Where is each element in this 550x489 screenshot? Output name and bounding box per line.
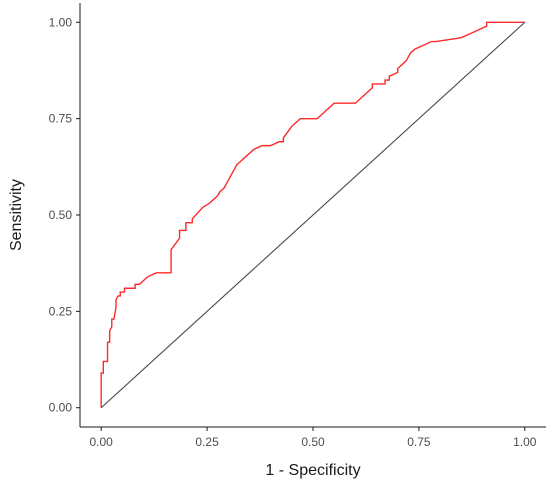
y-ticks: 0.00 0.25 0.50 0.75 1.00 <box>49 15 80 415</box>
x-tick-label: 0.00 <box>90 435 114 449</box>
y-tick-label: 0.25 <box>49 304 73 318</box>
reference-diagonal-line <box>100 21 526 409</box>
x-tick-label: 0.75 <box>407 435 431 449</box>
x-tick-label: 0.25 <box>195 435 219 449</box>
x-axis-title: 1 - Specificity <box>265 462 360 479</box>
x-ticks: 0.00 0.25 0.50 0.75 1.00 <box>90 427 537 449</box>
x-tick-label: 1.00 <box>513 435 537 449</box>
y-tick-label: 0.00 <box>49 401 73 415</box>
y-tick-label: 0.75 <box>49 112 73 126</box>
y-axis-title: Sensitivity <box>8 179 25 251</box>
series-layer <box>100 21 526 409</box>
y-tick-label: 0.50 <box>49 208 73 222</box>
x-tick-label: 0.50 <box>301 435 325 449</box>
roc-curve-line <box>100 21 525 408</box>
y-tick-label: 1.00 <box>49 15 73 29</box>
